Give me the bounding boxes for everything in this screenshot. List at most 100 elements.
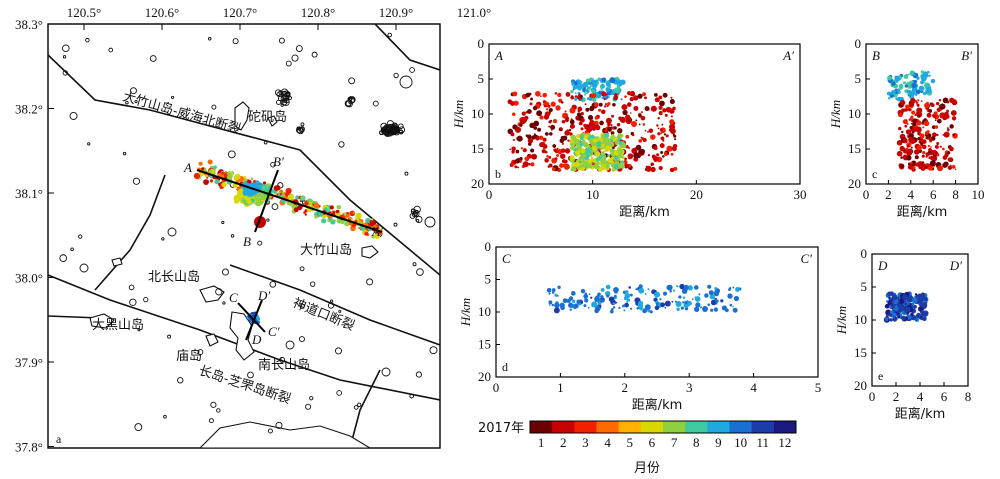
profile-quake — [944, 132, 949, 137]
profile-quake — [672, 133, 676, 137]
profile-quake — [944, 111, 949, 116]
profile-section-end: A′ — [782, 48, 794, 63]
profile-quake — [921, 154, 925, 158]
profile-xtick-label: 3 — [686, 380, 693, 395]
profile-quake — [932, 132, 937, 138]
profile-quake — [920, 292, 926, 298]
profile-quake — [946, 129, 950, 132]
profile-quake — [572, 84, 578, 90]
profile-quake — [933, 111, 938, 116]
background-quake — [177, 377, 184, 384]
map-lat-tick-label: 38.1° — [15, 186, 43, 201]
background-quake — [381, 367, 391, 377]
profile-quake — [573, 167, 577, 172]
sequence-quake — [285, 187, 292, 195]
background-quake — [276, 91, 283, 98]
profile-quake — [639, 308, 643, 311]
fault-nw-branch — [94, 174, 166, 291]
profile-quake — [732, 307, 738, 313]
sequence-quake — [198, 161, 203, 166]
sequence-quake — [340, 219, 345, 225]
background-quake — [386, 120, 395, 128]
profile-frame-d — [495, 246, 819, 378]
sequence-quake — [242, 189, 249, 196]
profile-quake — [924, 131, 929, 135]
background-quake — [383, 125, 390, 131]
profile-quake — [915, 89, 921, 95]
profile-quake — [636, 307, 639, 310]
profile-quake — [924, 82, 931, 89]
sequence-quake — [358, 226, 361, 230]
profile-ylabel: H/km — [834, 306, 849, 335]
colorbar-swatch — [618, 421, 642, 433]
profile-quake — [733, 295, 740, 302]
profile-quake — [645, 165, 648, 168]
profile-quake — [602, 137, 607, 142]
background-quake — [227, 150, 236, 159]
profile-quake — [682, 301, 685, 304]
profile-quake — [576, 133, 581, 139]
colorbar-swatch — [773, 421, 797, 433]
profile-quake — [644, 129, 647, 132]
profile-quake — [671, 300, 674, 303]
colorbar-tick-label: 6 — [649, 435, 656, 450]
profile-quake — [590, 93, 597, 99]
profile-quake — [904, 84, 908, 88]
profile-quake — [629, 96, 634, 102]
profile-quake — [629, 112, 632, 114]
profile-quake — [678, 295, 682, 299]
profile-xlabel: 距离/km — [897, 204, 948, 220]
profile-line-aa — [196, 169, 383, 233]
profile-quake — [656, 124, 659, 127]
profile-quake — [651, 154, 656, 159]
profile-quake — [515, 149, 520, 154]
background-quake — [387, 32, 393, 38]
colorbar-tick-label: 5 — [627, 435, 634, 450]
profile-quake — [899, 99, 906, 106]
profile-xtick-label: 20 — [690, 187, 703, 202]
sequence-quake — [314, 214, 319, 219]
profile-quake — [572, 138, 578, 143]
profile-quake — [542, 144, 548, 149]
profile-quake — [660, 106, 663, 109]
background-quake — [285, 92, 290, 97]
profile-quake — [624, 302, 629, 308]
profile-quake — [620, 162, 624, 166]
label-profile-b-prime: B′ — [273, 154, 284, 169]
profile-quake — [511, 146, 516, 152]
profile-quake — [891, 294, 898, 301]
sequence-quake — [304, 213, 307, 216]
profile-quake — [600, 295, 604, 299]
profile-frame-b — [488, 43, 801, 185]
profile-quake — [594, 115, 599, 120]
profile-quake — [591, 89, 596, 94]
profile-quake — [548, 304, 551, 306]
profile-quake — [548, 300, 553, 305]
profile-quake — [638, 114, 642, 118]
profile-section-end: D′ — [949, 258, 962, 273]
profile-quake — [530, 97, 534, 101]
profile-quake — [916, 312, 921, 317]
mainland-coast — [199, 421, 372, 448]
map-lon-tick-label: 121.0° — [457, 5, 491, 20]
profile-quake — [590, 156, 594, 159]
profile-quake — [602, 111, 605, 114]
profile-quake — [527, 142, 532, 146]
label-beichangshan-island: 北长山岛 — [148, 269, 200, 285]
sequence-quake — [226, 174, 233, 180]
profile-quake — [569, 132, 573, 136]
profile-quake — [887, 291, 892, 297]
background-quake — [429, 346, 438, 355]
profile-quake — [522, 148, 527, 153]
profile-quake — [580, 148, 586, 154]
profile-quake — [551, 303, 555, 307]
profile-quake — [920, 299, 924, 303]
profile-quake — [598, 90, 602, 95]
profile-quake — [902, 138, 908, 144]
profile-quake — [513, 100, 519, 106]
profile-quake — [888, 296, 891, 300]
profile-quake — [917, 137, 921, 141]
profile-quake — [605, 81, 611, 87]
profile-quake — [674, 138, 677, 141]
profile-quake — [603, 97, 606, 101]
